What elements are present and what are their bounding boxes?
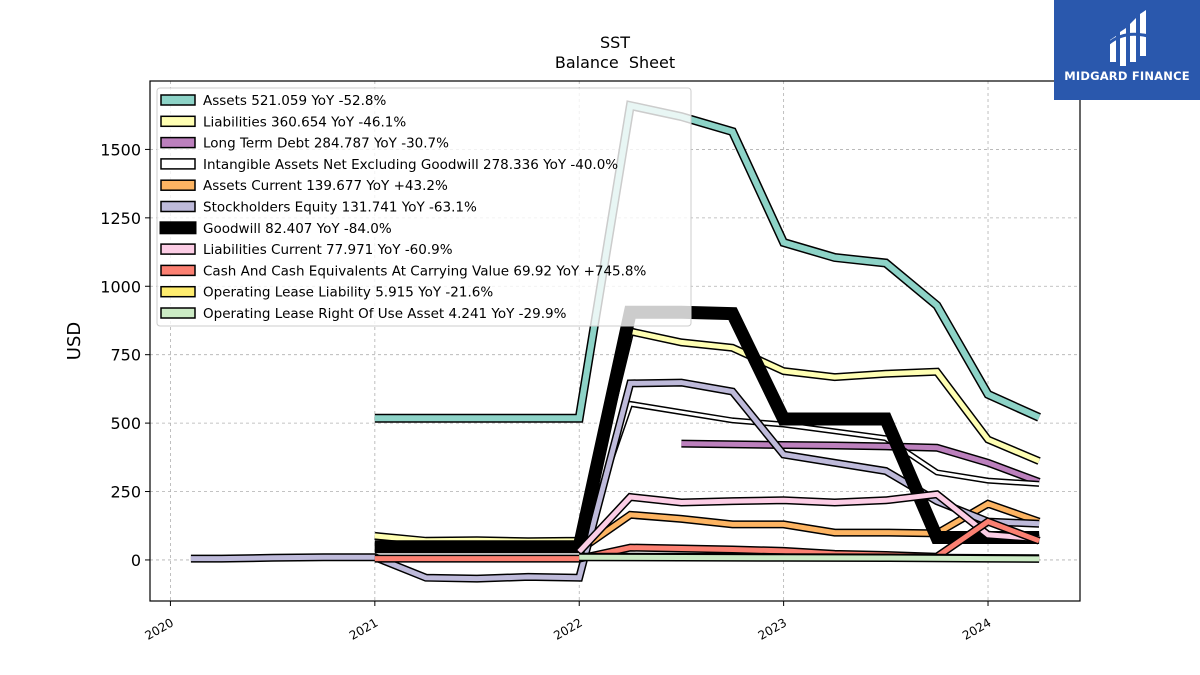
series-line (374, 328, 1041, 544)
legend-swatch (160, 285, 196, 298)
series-line (190, 380, 1040, 582)
x-tick-label: 2023 (756, 615, 789, 642)
legend-item: Operating Lease Liability 5.915 YoY -21.… (160, 285, 493, 301)
brand-mark-icon (1107, 10, 1149, 66)
legend-swatch (160, 307, 196, 319)
y-axis-label: USD (64, 322, 85, 360)
x-tick-label: 2021 (347, 615, 380, 642)
legend-swatch (160, 243, 196, 255)
y-tick-label: 1500 (100, 140, 141, 159)
series-8 (374, 517, 1041, 563)
x-tick-label: 2024 (960, 615, 993, 642)
series-5 (190, 378, 1040, 583)
legend-item: Intangible Assets Net Excluding Goodwill… (160, 157, 618, 173)
legend-item: Operating Lease Right Of Use Asset 4.241… (160, 306, 567, 322)
x-tick-label: 2022 (551, 615, 584, 642)
y-tick-label: 1000 (100, 277, 141, 296)
legend-item: Stockholders Equity 131.741 YoY -63.1% (160, 200, 477, 216)
x-tick-label: 2020 (142, 615, 175, 642)
legend-swatch (160, 158, 196, 170)
series-2 (681, 439, 1041, 486)
brand-name: MIDGARD FINANCE (1064, 69, 1190, 83)
chart-title: SST (600, 33, 630, 52)
y-tick-label: 1250 (100, 209, 141, 228)
y-tick-label: 0 (131, 551, 141, 570)
legend: Assets 521.059 YoY -52.8% Liabilities 360… (156, 87, 692, 327)
legend-frame (156, 87, 692, 327)
legend-item: Assets 521.059 YoY -52.8% (160, 93, 387, 109)
series-7 (576, 490, 1040, 555)
legend-label: Goodwill 82.407 YoY -84.0% (203, 221, 392, 237)
series-3 (576, 400, 1040, 553)
legend-item: Liabilities 360.654 YoY -46.1% (160, 114, 406, 130)
legend-label: Liabilities 360.654 YoY -46.1% (203, 114, 406, 130)
legend-swatch (160, 179, 196, 191)
legend-item: Assets Current 139.677 YoY +43.2% (160, 178, 448, 194)
legend-label: Cash And Cash Equivalents At Carrying Va… (203, 263, 647, 279)
legend-swatch (160, 264, 196, 277)
legend-swatch (159, 221, 197, 235)
series-outline (374, 326, 1041, 546)
series-1 (374, 326, 1041, 546)
brand-logo: MIDGARD FINANCE (1054, 0, 1200, 100)
y-tick-label: 250 (110, 483, 141, 502)
legend-item: Liabilities Current 77.971 YoY -60.9% (160, 242, 453, 258)
legend-swatch (160, 136, 196, 149)
y-tick-label: 500 (110, 414, 141, 433)
series-line (374, 518, 1040, 562)
legend-label: Operating Lease Right Of Use Asset 4.241… (203, 306, 567, 322)
legend-swatch (160, 94, 196, 106)
series-line (374, 307, 1040, 552)
legend-label: Assets 521.059 YoY -52.8% (203, 93, 387, 109)
legend-swatch (160, 200, 196, 213)
legend-item: Long Term Debt 284.787 YoY -30.7% (160, 136, 449, 152)
series-line (577, 402, 1040, 553)
legend-label: Stockholders Equity 131.741 YoY -63.1% (203, 200, 477, 216)
legend-swatch (160, 115, 196, 128)
legend-item: Cash And Cash Equivalents At Carrying Va… (160, 263, 647, 279)
legend-label: Liabilities Current 77.971 YoY -60.9% (203, 242, 453, 258)
series-line (577, 491, 1040, 554)
plot-frame (149, 80, 1081, 602)
series-line (681, 441, 1040, 485)
legend-label: Intangible Assets Net Excluding Goodwill… (203, 157, 618, 173)
legend-label: Assets Current 139.677 YoY +43.2% (203, 178, 448, 194)
series-10 (579, 553, 1040, 563)
series-line (579, 554, 1040, 562)
y-tick-label: 750 (110, 346, 141, 365)
legend-label: Long Term Debt 284.787 YoY -30.7% (203, 136, 449, 152)
series-6 (374, 305, 1040, 554)
legend-label: Operating Lease Liability 5.915 YoY -21.… (203, 285, 493, 301)
legend-item: Goodwill 82.407 YoY -84.0% (159, 221, 392, 237)
series-lines (190, 100, 1041, 583)
chart-subtitle: Balance Sheet (555, 53, 675, 72)
